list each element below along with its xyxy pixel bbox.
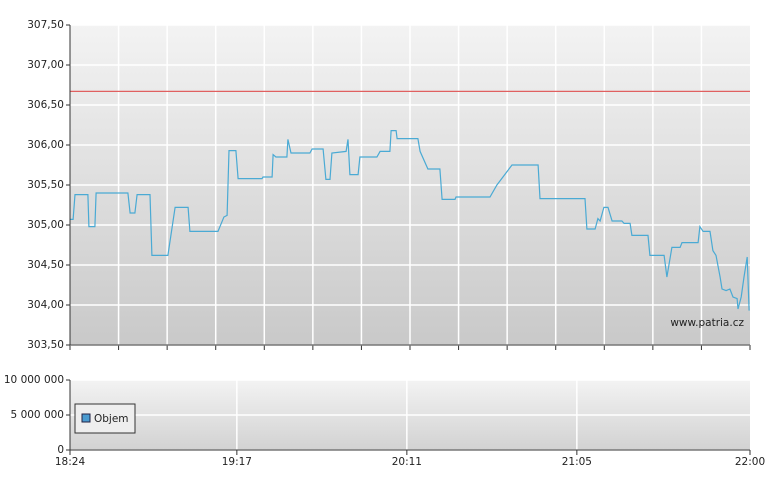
x-tick-label: 18:24 bbox=[55, 456, 86, 468]
y-tick-label: 305,50 bbox=[27, 179, 64, 191]
y-tick-label: 10 000 000 bbox=[4, 374, 64, 386]
x-tick-label: 19:17 bbox=[222, 456, 252, 468]
legend-label: Objem bbox=[94, 413, 129, 425]
x-tick-label: 20:11 bbox=[392, 456, 422, 468]
y-tick-label: 303,50 bbox=[27, 339, 64, 351]
price-line bbox=[70, 130, 750, 311]
y-tick-label: 5 000 000 bbox=[11, 409, 64, 421]
legend-swatch bbox=[81, 413, 91, 423]
y-tick-label: 306,50 bbox=[27, 99, 64, 111]
x-tick-label: 22:00 bbox=[735, 456, 765, 468]
y-tick-label: 307,00 bbox=[27, 59, 64, 71]
x-tick-label: 21:05 bbox=[562, 456, 592, 468]
y-tick-label: 305,00 bbox=[27, 219, 64, 231]
watermark: www.patria.cz bbox=[670, 317, 744, 329]
y-tick-label: 306,00 bbox=[27, 139, 64, 151]
y-tick-label: 0 bbox=[57, 444, 64, 456]
y-tick-label: 304,50 bbox=[27, 259, 64, 271]
y-tick-label: 307,50 bbox=[27, 19, 64, 31]
y-tick-label: 304,00 bbox=[27, 299, 64, 311]
